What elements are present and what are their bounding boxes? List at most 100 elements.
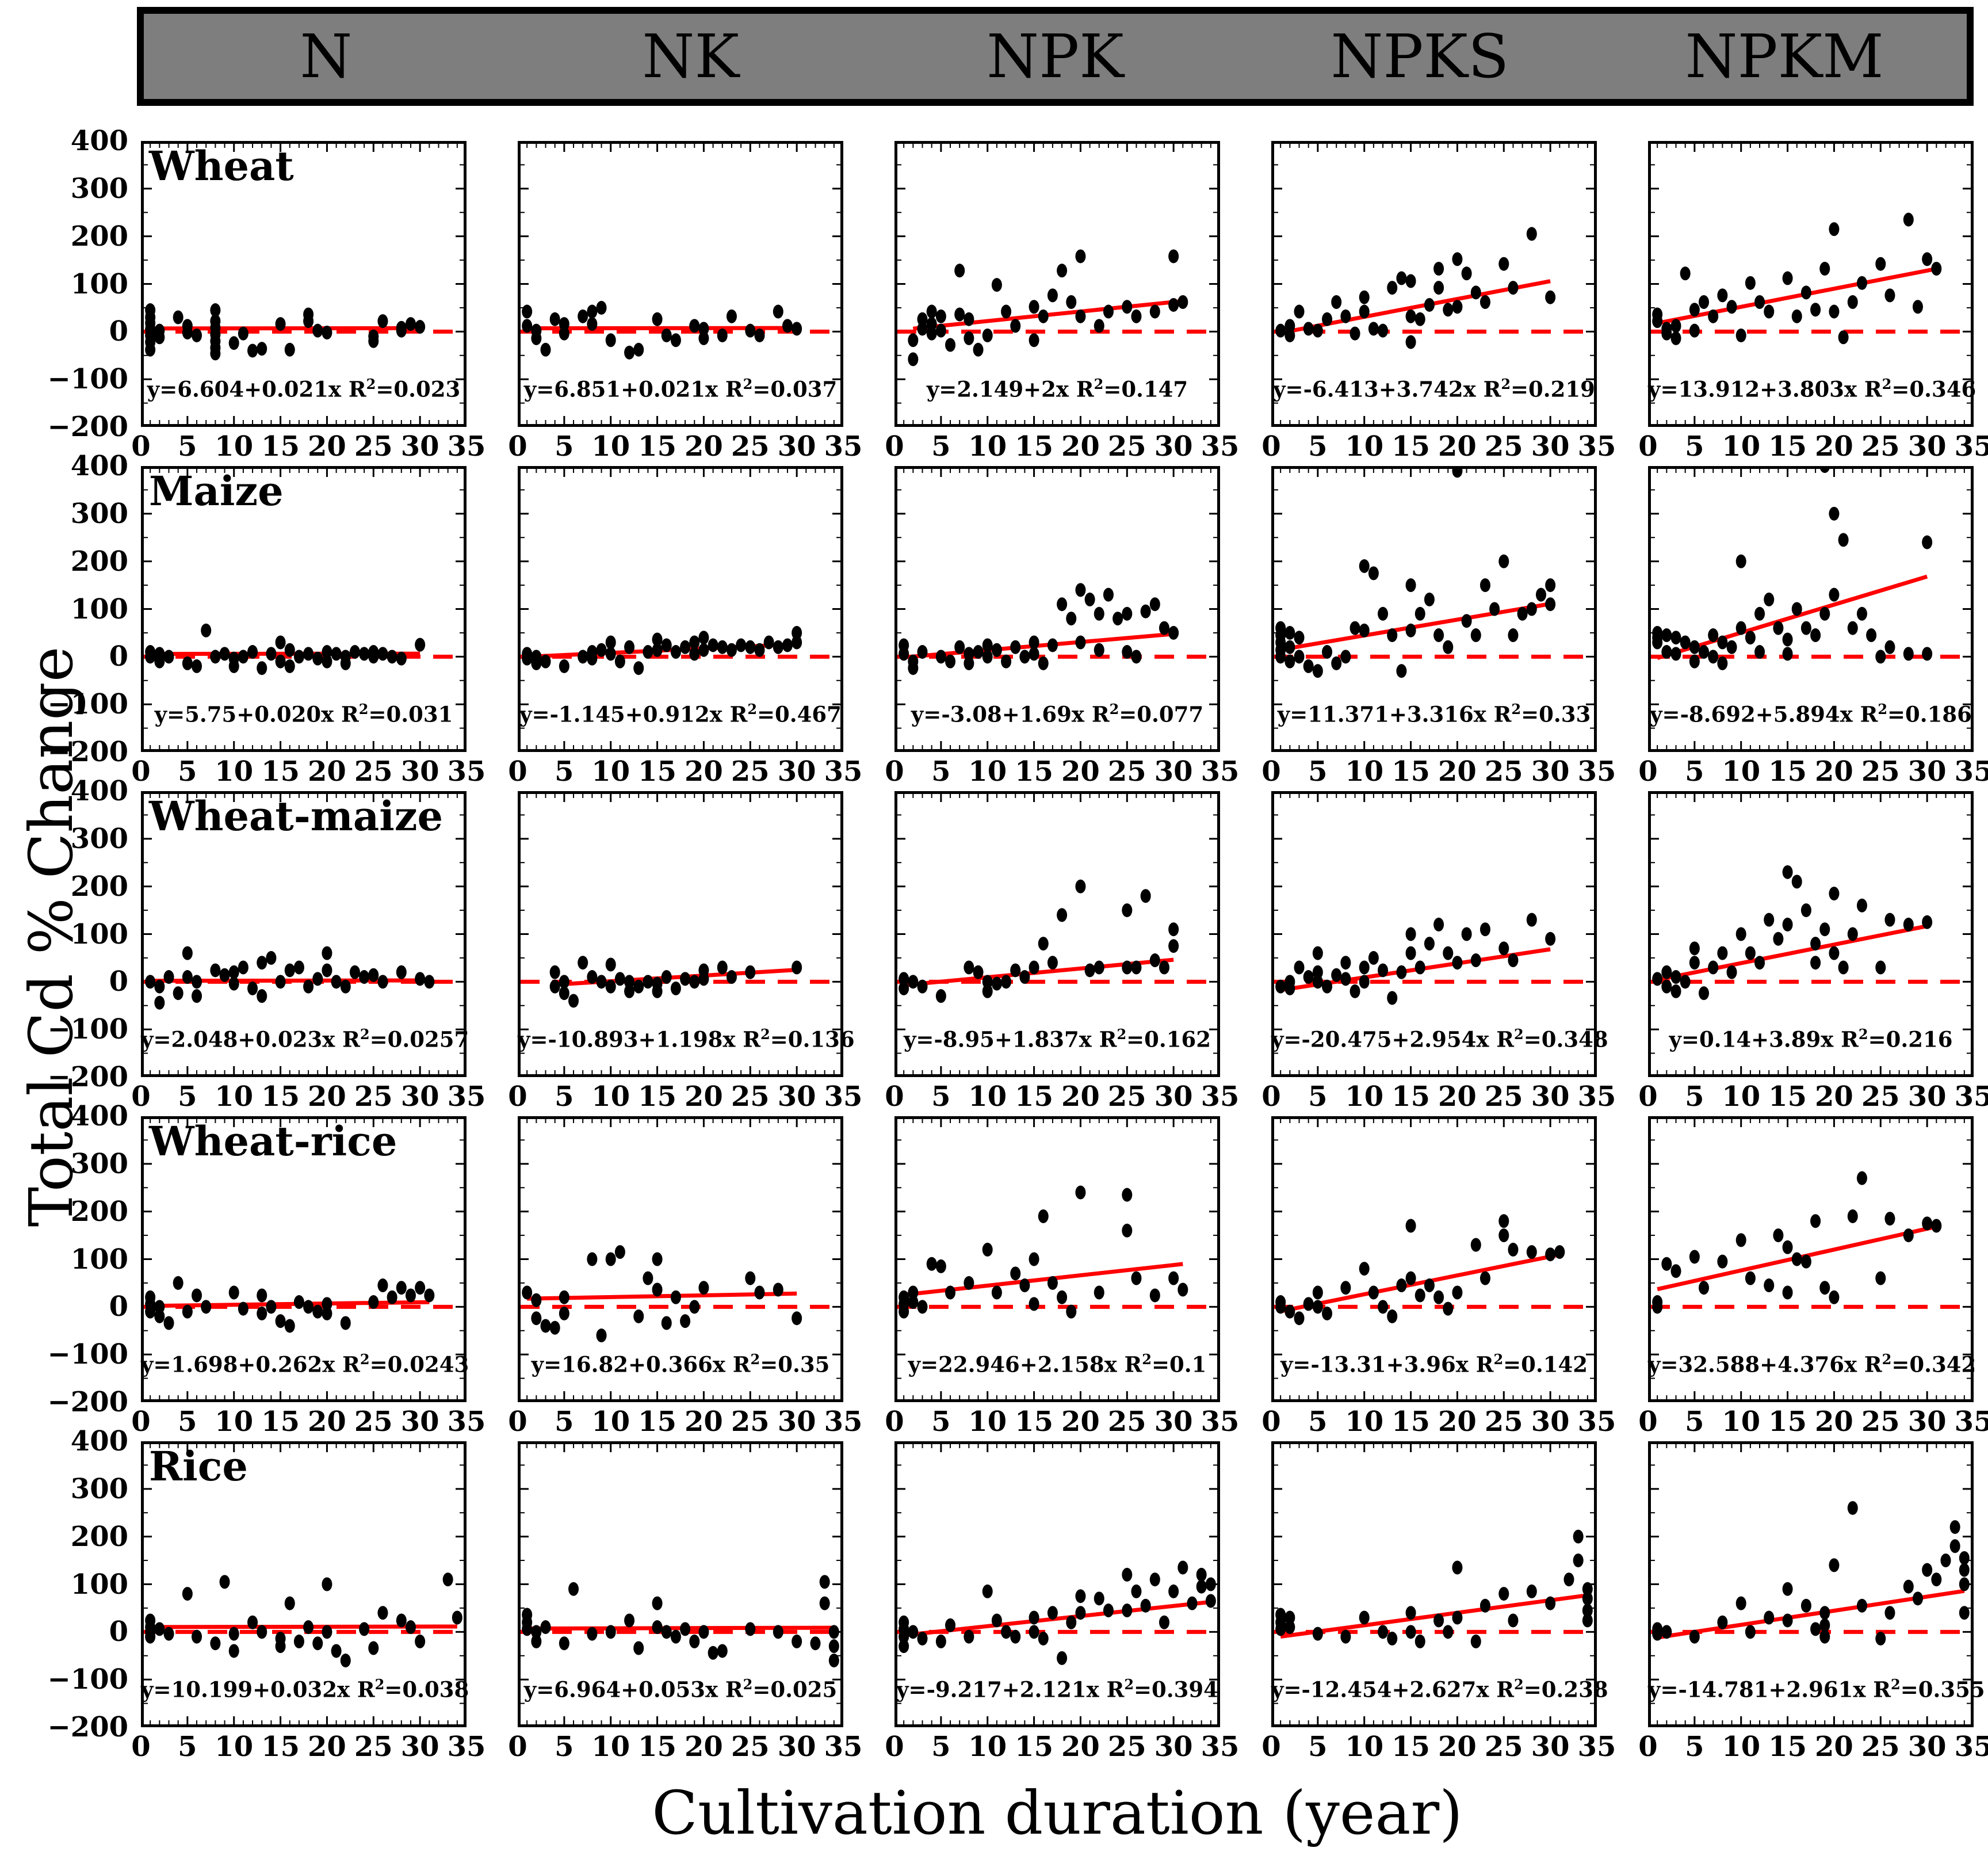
scatter-points xyxy=(145,303,426,361)
scatter-points xyxy=(899,1560,1216,1665)
equation-label: y=-14.781+2.961x R2=0.355 xyxy=(1648,1675,1985,1702)
plot-area xyxy=(518,466,843,752)
y-tick-label: 200 xyxy=(70,870,128,903)
x-tick-label: 25 xyxy=(1107,1731,1146,1763)
plot-area xyxy=(1648,1441,1974,1727)
x-tick-label: 10 xyxy=(968,430,1007,463)
y-tick-label: 300 xyxy=(70,822,128,855)
x-tick-label: 15 xyxy=(638,1731,676,1763)
x-tick-label: 5 xyxy=(1685,430,1704,463)
x-tick-label: 20 xyxy=(308,1731,346,1763)
plot-frame xyxy=(894,1116,1220,1402)
x-tick-label: 25 xyxy=(354,1406,393,1438)
x-tick-label: 35 xyxy=(824,1406,863,1438)
x-tick-label: 15 xyxy=(1015,755,1053,788)
equation-label: y=13.912+3.803x R2=0.346 xyxy=(1648,375,1976,402)
x-tick-label: 20 xyxy=(1061,1731,1100,1763)
subplot-Wheat-NPKM: 0 5 10 15 20 25 30 35 y=13.912+3.803x R2=0.346 xyxy=(1638,141,1988,463)
scatter-points xyxy=(1652,1501,1970,1646)
scatter-points xyxy=(145,1572,462,1668)
equation-label: y=-8.692+5.894x R2=0.186 xyxy=(1650,700,1972,727)
plot-area xyxy=(141,1116,467,1402)
x-tick-label: 20 xyxy=(1815,1731,1853,1763)
x-tick-label: 15 xyxy=(1391,755,1430,788)
x-tick-label: 35 xyxy=(1201,1081,1240,1113)
x-tick-label: 5 xyxy=(178,755,197,788)
y-tick-label: 300 xyxy=(70,1472,128,1505)
equation-label: y=-6.413+3.742x R2=0.219 xyxy=(1273,375,1595,402)
x-tick-label: 20 xyxy=(1815,755,1853,788)
x-tick-label: 20 xyxy=(1815,1081,1853,1113)
fit-line xyxy=(1280,602,1551,652)
x-tick-label: 20 xyxy=(685,1731,723,1763)
y-tick-label: −200 xyxy=(47,1711,128,1743)
equation-label: y=10.199+0.032x R2=0.038 xyxy=(141,1675,469,1702)
x-tick-label: 10 xyxy=(1345,1081,1384,1113)
subplot-Maize-NPKS: 0 5 10 15 20 25 30 35 y=11.371+3.316x R2=0.33 xyxy=(1261,466,1616,788)
equation-label: y=5.75+0.020x R2=0.031 xyxy=(154,700,453,727)
x-tick-label: 0 xyxy=(131,430,151,463)
y-tick-label: 200 xyxy=(70,220,128,253)
y-tick-label: 100 xyxy=(70,268,128,300)
x-tick-labels: 0 5 10 15 20 25 30 35 xyxy=(131,1731,485,1765)
x-tick-label: 25 xyxy=(1484,755,1523,788)
x-tick-label: 5 xyxy=(1308,755,1328,788)
plot-area xyxy=(141,791,467,1077)
y-tick-label: −200 xyxy=(47,1061,128,1093)
x-tick-label: 30 xyxy=(1907,1081,1947,1113)
x-tick-label: 5 xyxy=(1685,1731,1704,1763)
scatter-points xyxy=(522,1245,802,1343)
plot-frame xyxy=(1271,791,1597,1077)
subplot-Rice-NPKM: 0 5 10 15 20 25 30 35 y=-14.781+2.961x R2=0.355 xyxy=(1638,1441,1988,1763)
x-tick-label: 25 xyxy=(1107,1406,1146,1438)
subplot-Wheat-rice-NPKM: 0 5 10 15 20 25 30 35 y=32.588+4.376x R2=0.342 xyxy=(1638,1116,1988,1438)
x-tick-labels: 0 5 10 15 20 25 30 35 xyxy=(131,1406,485,1440)
subplot-Rice-NPK: 0 5 10 15 20 25 30 35 y=-9.217+2.121x R2=0.394 xyxy=(885,1441,1239,1763)
x-tick-label: 0 xyxy=(885,1081,904,1113)
x-tick-label: 5 xyxy=(931,1081,951,1113)
x-tick-label: 5 xyxy=(1308,1406,1328,1438)
x-tick-labels: 0 5 10 15 20 25 30 35 xyxy=(885,430,1239,465)
row-label-Maize: Maize xyxy=(149,467,284,515)
fit-line xyxy=(903,632,1174,659)
x-tick-label: 20 xyxy=(308,1406,346,1438)
x-tick-label: 35 xyxy=(1954,1731,1988,1763)
x-tick-label: 10 xyxy=(215,430,254,463)
x-tick-label: 5 xyxy=(931,1731,951,1763)
plot-area xyxy=(1271,466,1597,752)
y-tick-label: −100 xyxy=(47,1663,128,1696)
y-tick-label: −200 xyxy=(47,1386,128,1418)
x-tick-label: 0 xyxy=(1261,1731,1281,1763)
x-tick-label: 30 xyxy=(777,1081,816,1113)
x-tick-label: 30 xyxy=(1907,1731,1947,1763)
treatment-header-bar: N NK NPK NPKS NPKM xyxy=(137,7,1974,106)
x-axis-title: Cultivation duration (year) xyxy=(652,1778,1463,1848)
x-tick-label: 0 xyxy=(1638,430,1658,463)
x-tick-label: 15 xyxy=(1391,1731,1430,1763)
x-tick-label: 35 xyxy=(824,755,863,788)
scatter-points xyxy=(522,1575,839,1668)
x-tick-label: 20 xyxy=(1438,1406,1477,1438)
fit-line xyxy=(1657,574,1928,661)
x-tick-label: 0 xyxy=(885,755,904,788)
subplot-Wheat-rice-N: 0 5 10 15 20 25 30 35 400 300 200 100 0 −100 −200 Wheat… xyxy=(48,1100,486,1438)
x-tick-label: 10 xyxy=(591,1406,630,1438)
equation-label: y=-20.475+2.954x R2=0.348 xyxy=(1271,1025,1608,1052)
x-tick-label: 0 xyxy=(1638,1081,1658,1113)
x-tick-label: 25 xyxy=(1861,755,1900,788)
x-tick-labels: 0 5 10 15 20 25 30 35 xyxy=(508,1731,862,1765)
x-tick-label: 5 xyxy=(178,430,197,463)
x-tick-labels: 0 5 10 15 20 25 30 35 xyxy=(508,755,862,790)
plot-area xyxy=(1648,141,1974,427)
y-tick-label: 0 xyxy=(109,1291,128,1323)
subplot-Wheat-maize-NK: 0 5 10 15 20 25 30 35 y=-10.893+1.198x R2=0.136 xyxy=(508,791,862,1113)
x-tick-labels: 0 5 10 15 20 25 30 35 xyxy=(1261,755,1616,790)
x-tick-label: 30 xyxy=(1907,1406,1947,1438)
x-tick-label: 0 xyxy=(1261,430,1281,463)
x-tick-label: 35 xyxy=(824,1731,863,1763)
x-tick-label: 15 xyxy=(1015,1081,1053,1113)
equation-label: y=6.964+0.053x R2=0.025 xyxy=(523,1675,838,1702)
x-tick-label: 20 xyxy=(1061,1406,1100,1438)
y-tick-label: 400 xyxy=(70,775,128,807)
x-tick-labels: 0 5 10 15 20 25 30 35 xyxy=(1261,1081,1616,1115)
